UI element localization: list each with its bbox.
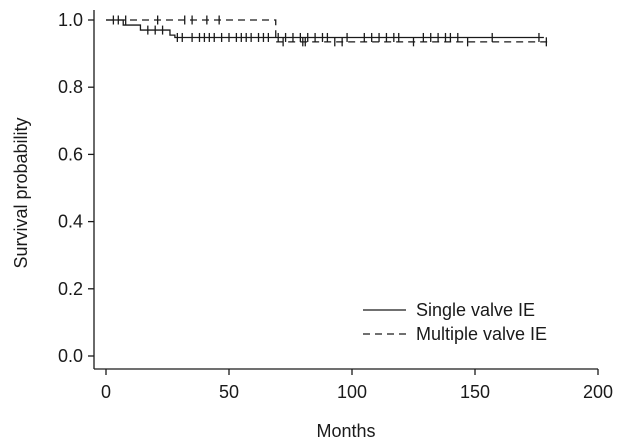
y-tick-label: 0.6 [58,144,83,164]
x-axis-label: Months [316,421,375,439]
censor-marks [112,15,547,47]
x-tick-label: 50 [219,382,239,402]
x-axis-ticks: 0 50 100 150 200 [101,369,613,402]
y-tick-label: 1.0 [58,10,83,30]
y-tick-label: 0.0 [58,346,83,366]
x-tick-label: 200 [583,382,613,402]
y-tick-label: 0.4 [58,212,83,232]
y-axis-label: Survival probability [11,117,31,268]
survival-curve-multiple [106,19,549,43]
legend: Single valve IE Multiple valve IE [363,300,547,344]
y-axis-ticks: 0.0 0.2 0.4 0.6 0.8 1.0 [58,10,94,366]
legend-label-multiple: Multiple valve IE [416,324,547,344]
x-tick-label: 150 [460,382,490,402]
x-tick-label: 100 [337,382,367,402]
y-tick-label: 0.2 [58,279,83,299]
x-tick-label: 0 [101,382,111,402]
legend-label-single: Single valve IE [416,300,535,320]
survival-curve-single [106,19,544,39]
y-tick-label: 0.8 [58,77,83,97]
